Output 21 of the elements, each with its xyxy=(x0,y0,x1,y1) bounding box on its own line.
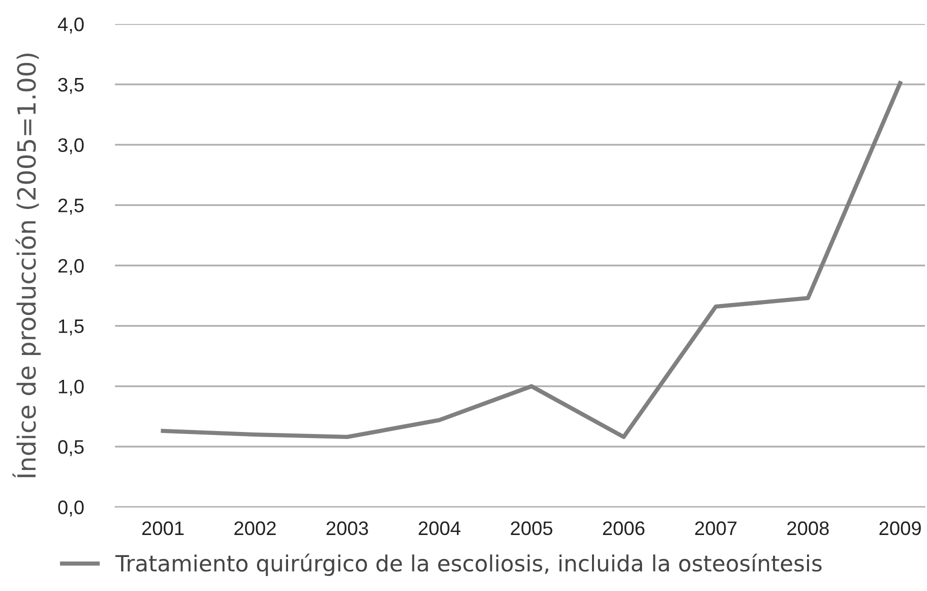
y-tick-label: 3,5 xyxy=(58,78,84,94)
y-tick-label: 2,0 xyxy=(58,258,84,276)
x-tick-label: 2007 xyxy=(695,521,736,536)
line-series xyxy=(160,81,902,440)
x-tick-label: 2004 xyxy=(418,521,460,536)
y-tick-label: 3,0 xyxy=(58,138,84,154)
legend-label: Tratamiento quirúrgico de la escoliosis, incluida la osteosíntesis xyxy=(115,554,822,576)
x-tick-label: 2001 xyxy=(142,521,184,536)
x-tick-label: 2009 xyxy=(879,521,921,536)
y-tick-label: 4,0 xyxy=(58,17,84,34)
y-tick-label: 0,0 xyxy=(58,500,84,517)
x-tick-label: 2006 xyxy=(603,521,644,536)
x-tick-label: 2002 xyxy=(234,521,276,536)
x-tick-label: 2008 xyxy=(787,521,829,536)
y-tick-label: 2,5 xyxy=(58,198,84,215)
x-tick-label: 2005 xyxy=(510,521,552,536)
y-tick-label: 1,5 xyxy=(58,320,84,336)
y-tick-label: 0,5 xyxy=(58,440,84,456)
y-axis-title: Índice de producción (2005=1.00) xyxy=(12,54,41,478)
y-tick-label: 1,0 xyxy=(58,380,84,396)
x-tick-label: 2003 xyxy=(326,521,368,536)
